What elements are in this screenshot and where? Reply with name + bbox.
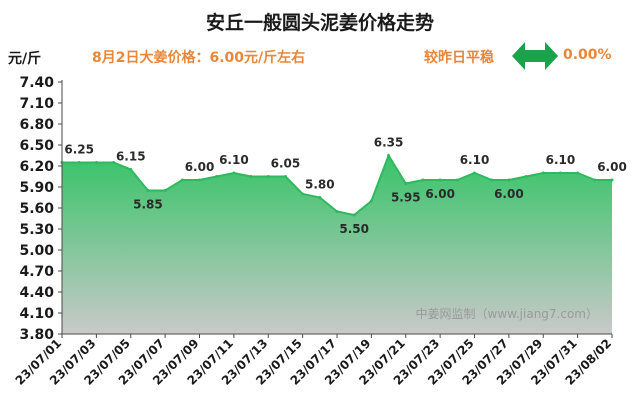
- data-point: [524, 175, 528, 178]
- data-point: [198, 178, 201, 182]
- data-label: 5.95: [391, 191, 421, 205]
- data-label: 6.00: [494, 187, 524, 201]
- compare-label: 较昨日平稳: [424, 50, 494, 66]
- unit-label: 元/斤: [8, 51, 42, 67]
- data-label: 5.50: [339, 222, 369, 236]
- data-point: [593, 178, 597, 182]
- data-point: [301, 192, 305, 196]
- data-point: [610, 178, 614, 182]
- data-point: [369, 199, 373, 203]
- data-point: [507, 178, 511, 182]
- data-label: 6.15: [116, 150, 146, 164]
- data-point: [77, 161, 81, 164]
- y-tick-label: 4.40: [19, 285, 54, 301]
- data-label: 6.00: [597, 160, 627, 174]
- data-point: [541, 171, 545, 175]
- data-label: 6.00: [185, 160, 215, 174]
- data-point: [352, 213, 356, 217]
- compare-value: 0.00%: [563, 47, 612, 63]
- y-tick-label: 5.00: [19, 243, 54, 259]
- chart-title: 安丘一般圆头泥姜价格走势: [205, 12, 434, 34]
- data-point: [558, 171, 562, 175]
- data-label: 6.10: [460, 153, 490, 167]
- y-tick-label: 5.90: [19, 180, 54, 196]
- y-tick-label: 7.10: [19, 96, 54, 112]
- y-tick-label: 6.80: [19, 117, 54, 133]
- y-tick-label: 4.70: [19, 264, 54, 280]
- data-label: 6.25: [64, 143, 94, 157]
- data-label: 6.05: [271, 157, 301, 171]
- y-tick-label: 4.10: [19, 306, 54, 322]
- y-tick-label: 5.30: [19, 222, 54, 238]
- y-tick-label: 5.60: [19, 201, 54, 217]
- data-point: [438, 178, 442, 182]
- data-point: [215, 175, 219, 178]
- y-tick-label: 3.80: [19, 327, 54, 343]
- data-label: 6.10: [219, 153, 249, 167]
- data-label: 6.35: [374, 136, 404, 150]
- data-point: [387, 154, 391, 157]
- data-point: [473, 171, 476, 175]
- data-point: [421, 178, 425, 182]
- data-point: [576, 171, 580, 175]
- data-point: [455, 178, 459, 182]
- data-point: [335, 210, 339, 213]
- data-label: 5.85: [133, 198, 163, 212]
- data-point: [232, 171, 236, 175]
- price-note: 8月2日大姜价格：6.00元/斤左右: [92, 50, 306, 66]
- data-point: [266, 175, 270, 178]
- data-point: [249, 175, 253, 178]
- data-point: [146, 189, 150, 192]
- data-label: 6.10: [546, 153, 576, 167]
- data-point: [318, 196, 322, 199]
- data-point: [94, 161, 98, 164]
- data-point: [283, 175, 287, 178]
- data-point: [129, 168, 133, 171]
- price-area-fill: [62, 155, 612, 334]
- y-tick-label: 6.20: [19, 159, 54, 175]
- data-point: [112, 161, 116, 164]
- watermark: 中姜网监制（www.jiang7.com）: [416, 306, 598, 321]
- data-point: [490, 178, 494, 182]
- double-arrow-icon: [512, 42, 558, 70]
- y-tick-label: 7.40: [19, 75, 54, 91]
- data-point: [404, 182, 408, 185]
- data-point: [163, 189, 167, 192]
- data-point: [180, 178, 184, 182]
- data-label: 6.00: [425, 187, 455, 201]
- y-tick-label: 6.50: [19, 138, 54, 154]
- data-label: 5.80: [305, 178, 335, 192]
